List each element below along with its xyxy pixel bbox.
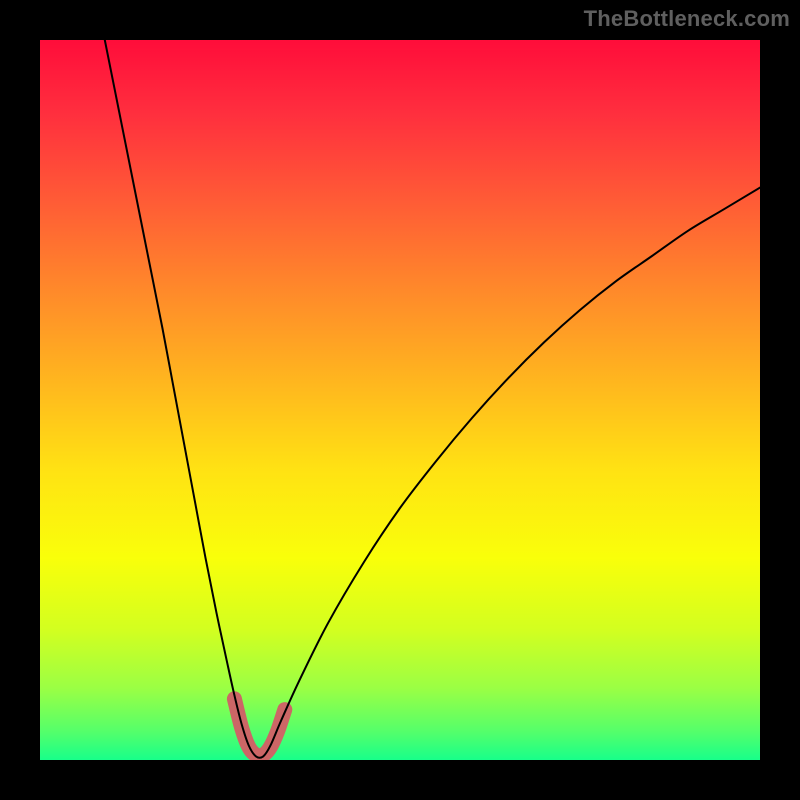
chart-svg <box>40 40 760 760</box>
watermark-label: TheBottleneck.com <box>584 6 790 32</box>
chart-frame: TheBottleneck.com <box>0 0 800 800</box>
gradient-background <box>40 40 760 760</box>
plot-area <box>40 40 760 760</box>
